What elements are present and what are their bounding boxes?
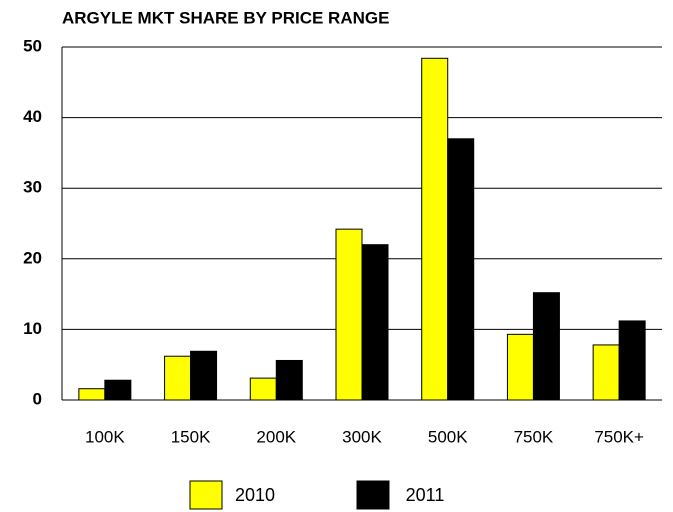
bar [78, 388, 106, 401]
bar [249, 377, 277, 401]
y-tick-label: 30 [23, 178, 42, 197]
bar [361, 244, 389, 401]
bar [164, 355, 192, 401]
legend-label: 2011 [406, 485, 445, 505]
bar [190, 350, 218, 401]
x-tick-label: 750K+ [594, 427, 644, 446]
bar [532, 292, 560, 401]
bar [592, 344, 620, 401]
chart-title: ARGYLE MKT SHARE BY PRICE RANGE [62, 8, 389, 27]
legend-label: 2010 [235, 485, 275, 505]
y-tick-label: 0 [33, 389, 42, 408]
x-tick-label: 100K [85, 427, 125, 446]
legend-swatch [189, 480, 223, 510]
y-tick-label: 40 [23, 107, 42, 126]
bar [447, 138, 475, 401]
y-tick-label: 10 [23, 319, 42, 338]
y-tick-label: 20 [23, 248, 42, 267]
bar [335, 228, 363, 401]
bar [421, 57, 449, 401]
x-tick-label: 750K [514, 427, 554, 446]
y-tick-label: 50 [23, 36, 42, 55]
x-tick-label: 300K [342, 427, 382, 446]
x-tick-label: 200K [256, 427, 296, 446]
bar [104, 379, 132, 401]
x-tick-label: 500K [428, 427, 468, 446]
legend-swatch [356, 480, 390, 510]
bar [618, 320, 646, 401]
x-tick-label: 150K [171, 427, 211, 446]
bar [506, 333, 534, 401]
bar [275, 359, 303, 401]
